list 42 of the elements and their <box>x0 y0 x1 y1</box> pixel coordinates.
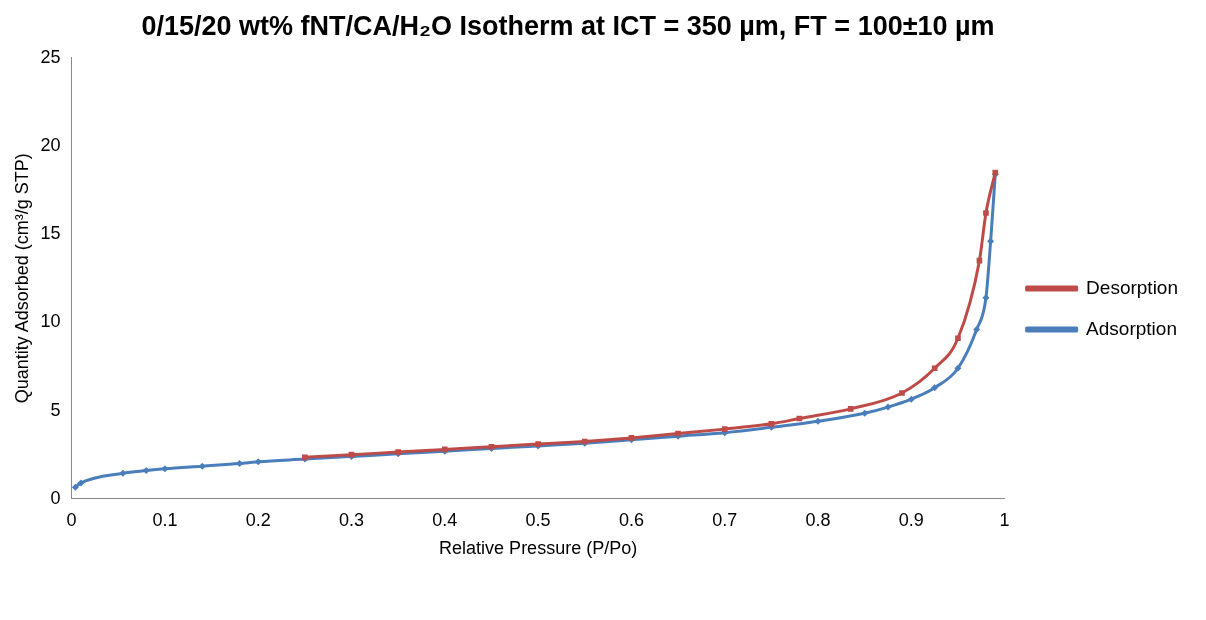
point <box>931 384 939 392</box>
x-tick-label: 0.5 <box>525 509 551 530</box>
point <box>77 479 85 487</box>
point <box>983 210 989 216</box>
x-axis-title: Relative Pressure (P/Po) <box>439 538 638 559</box>
point <box>236 460 244 468</box>
point <box>955 335 961 342</box>
point <box>71 483 79 491</box>
x-tick-label: 0.1 <box>152 509 178 530</box>
x-tick-label: 0 <box>66 509 77 530</box>
point <box>721 426 728 432</box>
x-tick-label: 0.8 <box>805 509 831 530</box>
point <box>142 467 150 475</box>
point <box>768 421 775 427</box>
point <box>884 403 892 411</box>
legend-label: Adsorption <box>1086 317 1177 339</box>
x-tick-label: 0.6 <box>618 509 644 530</box>
legend-label: Desorption <box>1086 276 1179 298</box>
y-tick-label: 10 <box>40 311 61 332</box>
point <box>987 237 995 245</box>
point <box>254 458 262 466</box>
chart-title: 0/15/20 wt% fNT/CA/H₂O Isotherm at ICT = 350 µm, FT = 100±10 µm <box>140 10 996 43</box>
y-tick-label: 25 <box>40 46 61 67</box>
x-tick-label: 0.3 <box>339 509 365 530</box>
y-axis-title: Quantity Adsorbed (cm³/g STP) <box>11 153 32 404</box>
y-tick-label: 15 <box>40 223 61 244</box>
x-tick-label: 0.4 <box>432 509 458 530</box>
point <box>847 406 854 412</box>
point <box>907 395 915 403</box>
y-tick-label: 5 <box>50 399 61 420</box>
x-tick-label: 0.9 <box>898 509 924 530</box>
point <box>954 364 962 372</box>
x-tick-label: 1 <box>999 509 1010 530</box>
y-tick-label: 0 <box>50 487 61 508</box>
point <box>973 325 981 333</box>
x-tick-label: 0.7 <box>712 509 738 530</box>
y-tick-label: 20 <box>40 134 61 155</box>
point <box>931 365 938 372</box>
point <box>119 469 127 477</box>
point <box>861 409 869 417</box>
point <box>899 390 905 396</box>
x-tick-label: 0.2 <box>245 509 271 530</box>
